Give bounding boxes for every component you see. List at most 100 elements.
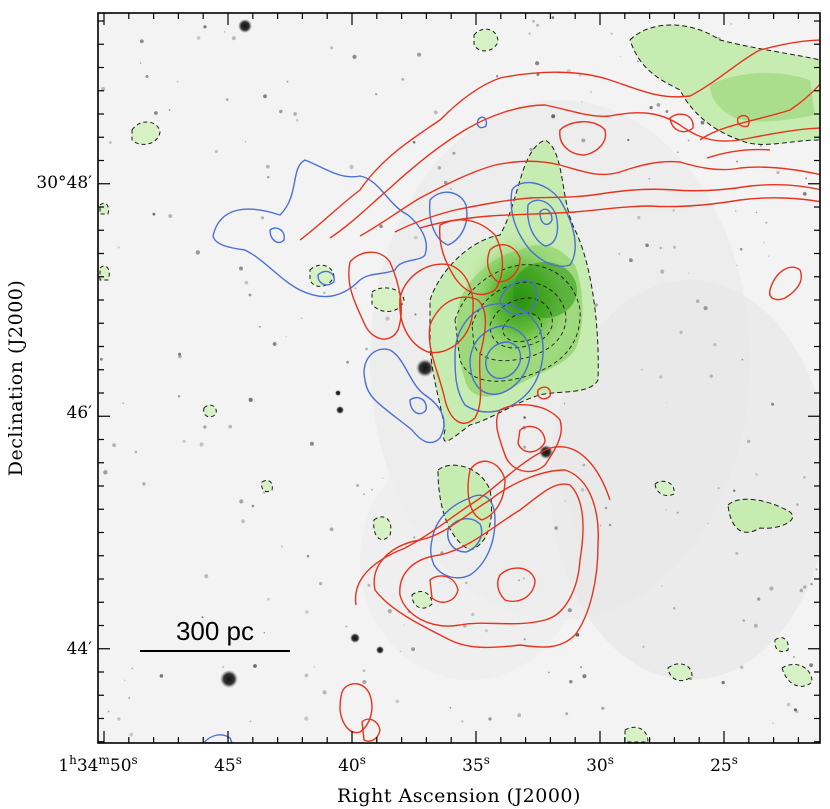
faint-star bbox=[736, 264, 738, 266]
optical-image: 300 pc bbox=[98, 13, 820, 743]
faint-star bbox=[554, 526, 558, 530]
faint-star bbox=[679, 330, 683, 334]
faint-star bbox=[122, 402, 124, 405]
faint-star bbox=[349, 164, 354, 170]
faint-star bbox=[100, 357, 103, 361]
faint-star bbox=[306, 554, 310, 558]
faint-star bbox=[660, 269, 665, 274]
star bbox=[376, 646, 384, 654]
faint-star bbox=[154, 111, 158, 115]
faint-star bbox=[231, 36, 236, 41]
faint-star bbox=[123, 679, 126, 681]
faint-star bbox=[244, 141, 247, 143]
faint-star bbox=[672, 607, 676, 610]
faint-star bbox=[803, 476, 806, 479]
faint-star bbox=[484, 629, 489, 633]
faint-star bbox=[203, 425, 207, 429]
faint-star bbox=[142, 482, 146, 486]
faint-star bbox=[272, 342, 277, 346]
faint-star bbox=[129, 732, 134, 737]
faint-star bbox=[152, 212, 156, 216]
faint-star bbox=[689, 677, 692, 680]
faint-star bbox=[176, 80, 179, 83]
faint-star bbox=[279, 109, 283, 114]
faint-star bbox=[387, 609, 392, 614]
faint-star bbox=[763, 241, 765, 244]
faint-star bbox=[599, 524, 602, 527]
faint-star bbox=[352, 54, 357, 60]
faint-star bbox=[765, 221, 768, 224]
faint-star bbox=[696, 299, 700, 304]
faint-star bbox=[399, 650, 402, 653]
dec-tick-label-1: 46′ bbox=[67, 403, 93, 423]
faint-star bbox=[178, 352, 182, 356]
faint-star bbox=[796, 503, 799, 506]
faint-star bbox=[313, 666, 316, 668]
faint-star bbox=[677, 151, 679, 153]
ra-tick-label-5: 25s bbox=[710, 753, 738, 776]
faint-star bbox=[460, 720, 464, 723]
faint-star bbox=[672, 209, 675, 212]
faint-star bbox=[665, 509, 667, 511]
faint-star bbox=[523, 416, 526, 419]
faint-star bbox=[495, 75, 499, 78]
faint-star bbox=[452, 151, 456, 155]
faint-star bbox=[755, 211, 758, 214]
faint-star bbox=[641, 368, 643, 371]
faint-star bbox=[248, 397, 253, 402]
faint-star bbox=[401, 78, 405, 81]
faint-star bbox=[293, 112, 297, 116]
ra-tick-label-0: 1h34m50s bbox=[58, 753, 137, 776]
faint-star bbox=[755, 473, 758, 476]
faint-star bbox=[535, 61, 540, 66]
faint-star bbox=[776, 170, 780, 175]
faint-star bbox=[346, 360, 349, 364]
faint-star bbox=[371, 488, 373, 491]
faint-star bbox=[195, 250, 200, 255]
faint-star bbox=[228, 424, 233, 429]
faint-star bbox=[267, 597, 270, 601]
faint-star bbox=[345, 625, 348, 628]
faint-star bbox=[523, 638, 526, 641]
faint-star bbox=[645, 243, 649, 248]
faint-star bbox=[687, 139, 690, 142]
faint-star bbox=[379, 224, 383, 228]
faint-star bbox=[618, 253, 621, 255]
faint-star bbox=[688, 272, 690, 274]
faint-star bbox=[103, 470, 108, 475]
faint-star bbox=[300, 317, 303, 320]
faint-star bbox=[258, 325, 261, 328]
faint-star bbox=[239, 266, 243, 271]
faint-star bbox=[735, 210, 737, 212]
faint-star bbox=[262, 491, 266, 494]
faint-star bbox=[760, 144, 762, 147]
y-axis-title: Declination (J2000) bbox=[5, 280, 27, 477]
faint-star bbox=[717, 487, 720, 490]
faint-star bbox=[567, 608, 572, 613]
faint-star bbox=[145, 75, 149, 78]
faint-star bbox=[742, 619, 746, 622]
faint-star bbox=[753, 623, 758, 628]
faint-star bbox=[414, 313, 417, 316]
faint-star bbox=[177, 395, 181, 398]
faint-star bbox=[204, 574, 209, 579]
faint-star bbox=[665, 110, 669, 113]
faint-star bbox=[385, 316, 390, 321]
faint-star bbox=[659, 246, 662, 250]
faint-star bbox=[196, 36, 201, 40]
faint-star bbox=[413, 235, 418, 240]
faint-star bbox=[581, 100, 583, 103]
faint-star bbox=[375, 93, 378, 96]
faint-star bbox=[263, 632, 265, 634]
faint-star bbox=[304, 716, 309, 721]
ra-tick-label-3: 35s bbox=[462, 753, 490, 776]
faint-star bbox=[551, 16, 555, 19]
faint-star bbox=[168, 213, 173, 219]
faint-star bbox=[140, 62, 142, 64]
faint-star bbox=[769, 586, 774, 591]
faint-star bbox=[730, 22, 733, 25]
faint-star bbox=[413, 536, 416, 539]
faint-star bbox=[329, 527, 334, 532]
faint-star bbox=[815, 568, 818, 571]
faint-star bbox=[536, 23, 540, 27]
